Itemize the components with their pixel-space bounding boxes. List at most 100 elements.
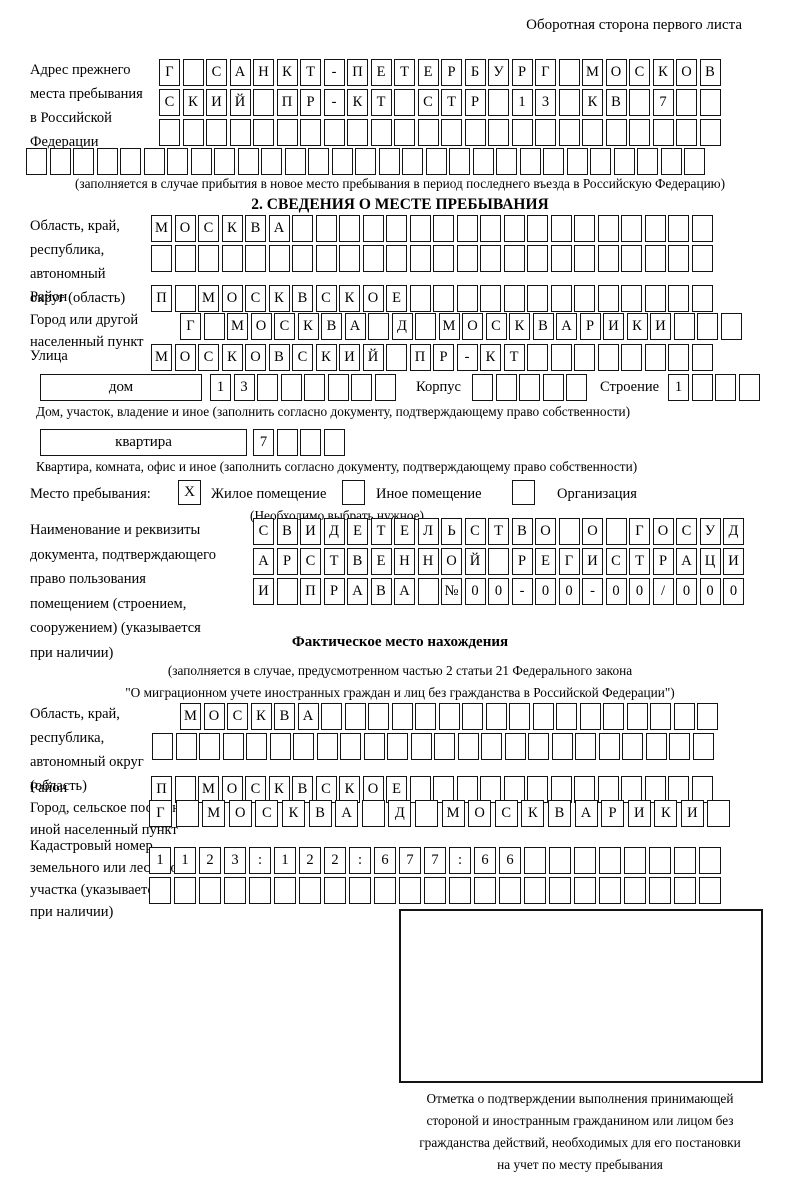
char-cell[interactable]: [715, 374, 736, 401]
char-cell[interactable]: Р: [276, 548, 298, 575]
char-cell[interactable]: Т: [370, 518, 392, 545]
char-cell[interactable]: [495, 374, 517, 401]
char-cell[interactable]: 6: [374, 847, 396, 874]
char-cell[interactable]: [488, 548, 509, 575]
char-cell[interactable]: [499, 877, 521, 904]
char-cell[interactable]: [386, 245, 407, 272]
char-cell[interactable]: С: [494, 800, 518, 827]
char-cell[interactable]: В: [699, 59, 721, 86]
char-cell[interactable]: [268, 245, 290, 272]
char-cell[interactable]: Д: [388, 800, 412, 827]
char-cell[interactable]: [621, 245, 642, 272]
char-cell[interactable]: Е: [535, 548, 556, 575]
char-cell[interactable]: /: [652, 578, 674, 605]
char-cell[interactable]: О: [362, 776, 384, 803]
char-cell[interactable]: П: [409, 344, 431, 371]
char-cell[interactable]: Б: [464, 59, 486, 86]
char-cell[interactable]: Е: [417, 59, 439, 86]
char-cell[interactable]: С: [315, 776, 337, 803]
char-cell[interactable]: [199, 733, 220, 760]
char-cell[interactable]: И: [723, 548, 744, 575]
char-cell[interactable]: [549, 877, 571, 904]
char-cell[interactable]: [504, 733, 526, 760]
char-cell[interactable]: [399, 877, 421, 904]
char-cell[interactable]: [613, 148, 635, 175]
char-cell[interactable]: [182, 119, 204, 146]
char-cell[interactable]: [280, 374, 302, 401]
char-cell[interactable]: К: [509, 313, 530, 340]
char-cell[interactable]: [292, 215, 313, 242]
char-cell[interactable]: А: [297, 703, 319, 730]
char-cell[interactable]: С: [292, 344, 313, 371]
char-cell[interactable]: [697, 313, 718, 340]
char-cell[interactable]: Е: [370, 548, 392, 575]
char-cell[interactable]: [299, 877, 321, 904]
char-cell[interactable]: О: [250, 313, 272, 340]
char-cell[interactable]: [496, 148, 517, 175]
char-cell[interactable]: Г: [180, 313, 201, 340]
apartment-name-box[interactable]: квартира: [40, 429, 247, 456]
char-cell[interactable]: У: [699, 518, 721, 545]
char-cell[interactable]: [558, 518, 580, 545]
char-cell[interactable]: С: [253, 518, 274, 545]
char-cell[interactable]: [579, 703, 601, 730]
char-cell[interactable]: [697, 703, 718, 730]
char-cell[interactable]: Р: [433, 344, 454, 371]
char-cell[interactable]: 0: [488, 578, 509, 605]
char-cell[interactable]: [738, 374, 760, 401]
char-cell[interactable]: [527, 215, 548, 242]
char-cell[interactable]: [480, 215, 501, 242]
char-cell[interactable]: [644, 344, 666, 371]
char-cell[interactable]: 2: [199, 847, 221, 874]
char-cell[interactable]: [673, 703, 695, 730]
char-cell[interactable]: [668, 344, 689, 371]
char-cell[interactable]: [699, 877, 721, 904]
char-cell[interactable]: [321, 703, 342, 730]
char-cell[interactable]: [597, 245, 619, 272]
char-cell[interactable]: С: [315, 285, 337, 312]
char-cell[interactable]: П: [151, 285, 172, 312]
char-cell[interactable]: [167, 148, 188, 175]
char-cell[interactable]: [629, 119, 650, 146]
char-cell[interactable]: [699, 89, 721, 116]
char-cell[interactable]: [574, 847, 596, 874]
char-cell[interactable]: О: [582, 518, 603, 545]
char-cell[interactable]: [624, 847, 646, 874]
char-cell[interactable]: [699, 119, 721, 146]
char-cell[interactable]: [174, 285, 196, 312]
char-cell[interactable]: [558, 59, 580, 86]
char-cell[interactable]: Р: [323, 578, 345, 605]
char-cell[interactable]: №: [441, 578, 462, 605]
char-cell[interactable]: О: [441, 548, 462, 575]
char-cell[interactable]: С: [255, 800, 279, 827]
char-cell[interactable]: В: [268, 344, 290, 371]
char-cell[interactable]: О: [203, 703, 225, 730]
char-cell[interactable]: Й: [464, 548, 486, 575]
char-cell[interactable]: О: [174, 344, 196, 371]
char-cell[interactable]: [394, 119, 415, 146]
char-cell[interactable]: А: [347, 578, 368, 605]
char-cell[interactable]: 7: [424, 847, 446, 874]
char-cell[interactable]: [433, 285, 454, 312]
char-cell[interactable]: Н: [253, 59, 274, 86]
char-cell[interactable]: [509, 703, 530, 730]
char-cell[interactable]: [409, 245, 431, 272]
char-cell[interactable]: [96, 148, 118, 175]
char-cell[interactable]: [340, 733, 361, 760]
char-cell[interactable]: [485, 703, 507, 730]
char-cell[interactable]: 0: [699, 578, 721, 605]
char-cell[interactable]: 3: [224, 847, 246, 874]
char-cell[interactable]: Е: [386, 776, 407, 803]
char-cell[interactable]: [253, 89, 274, 116]
char-cell[interactable]: [424, 877, 446, 904]
char-cell[interactable]: [331, 148, 353, 175]
char-cell[interactable]: Г: [149, 800, 172, 827]
char-cell[interactable]: И: [206, 89, 227, 116]
char-cell[interactable]: [599, 847, 621, 874]
char-cell[interactable]: 3: [535, 89, 556, 116]
char-cell[interactable]: [370, 119, 392, 146]
char-cell[interactable]: [511, 119, 533, 146]
char-cell[interactable]: [598, 733, 620, 760]
char-cell[interactable]: [527, 776, 548, 803]
char-cell[interactable]: [691, 776, 713, 803]
